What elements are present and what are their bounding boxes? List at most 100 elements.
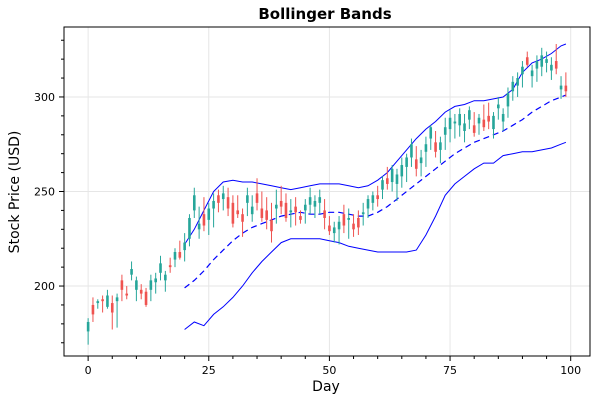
candle-body (270, 219, 273, 232)
y-tick-label: 250 (34, 186, 55, 199)
candlesticks (86, 44, 568, 345)
candle-body (366, 199, 370, 209)
candle-up (308, 187, 312, 215)
candle-down (265, 197, 268, 230)
candle-up (197, 206, 201, 239)
x-axis-label: Day (312, 379, 340, 395)
candle-up (164, 270, 167, 292)
candle-down (357, 210, 360, 235)
candle-up (250, 195, 254, 222)
candle-body (492, 115, 495, 130)
candle-up (106, 289, 109, 309)
candle-body (231, 202, 235, 224)
candle-down (376, 185, 379, 207)
candle-down (284, 193, 288, 222)
x-tick-label: 75 (443, 364, 457, 377)
candle-up (275, 189, 278, 224)
candle-body (168, 265, 172, 268)
candle-body (110, 303, 114, 313)
candle-body (463, 123, 466, 131)
candle-body (550, 64, 553, 71)
candle-up (159, 255, 162, 281)
candle-body (443, 127, 447, 135)
candle-body (202, 214, 206, 226)
candle-body (192, 195, 196, 211)
candle-down (564, 72, 568, 97)
candle-body (164, 274, 167, 281)
candle-up (497, 96, 500, 120)
candle-down (299, 210, 302, 224)
candle-up (207, 202, 211, 235)
candle-up (173, 248, 177, 268)
candle-body (516, 78, 519, 86)
candle-body (521, 66, 524, 75)
candle-body (332, 227, 336, 234)
candle-down (352, 214, 355, 237)
candle-down (482, 104, 486, 131)
candle-down (260, 191, 264, 222)
candle-up (212, 193, 215, 228)
candle-body (106, 295, 109, 307)
candle-up (221, 185, 225, 211)
y-tick-label: 300 (34, 91, 55, 104)
candle-body (554, 61, 558, 69)
candle-body (130, 269, 133, 275)
candle-body (284, 202, 288, 218)
candle-down (386, 166, 389, 190)
candle-up (492, 112, 495, 139)
candle-body (188, 217, 191, 239)
candle-down (279, 185, 283, 215)
candle-body (410, 144, 413, 158)
candle-down (120, 274, 124, 302)
candle-down (472, 112, 476, 137)
candle-body (458, 113, 462, 126)
candle-body (207, 208, 211, 220)
candle-body (357, 217, 360, 228)
candle-body (501, 113, 505, 122)
candle-down (487, 102, 490, 130)
candle-body (337, 221, 341, 230)
candle-body (279, 200, 283, 207)
candle-up (188, 214, 191, 247)
candle-down (178, 240, 182, 260)
candle-body (236, 210, 240, 215)
candle-body (429, 127, 433, 139)
candle-body (260, 208, 264, 218)
candle-down (255, 178, 259, 211)
candle-body (101, 299, 104, 302)
candle-body (414, 159, 418, 169)
candle-up (154, 272, 157, 294)
candle-body (303, 204, 307, 211)
candle-up (149, 274, 153, 302)
candle-body (395, 174, 399, 184)
candle-body (289, 210, 293, 213)
candle-body (371, 195, 375, 203)
candle-body (299, 216, 302, 220)
candle-up (448, 110, 452, 143)
candle-body (308, 197, 312, 205)
candle-body (212, 200, 215, 209)
candle-up (535, 55, 539, 82)
candle-up (371, 191, 375, 211)
candle-body (439, 142, 442, 150)
candle-body (154, 278, 157, 283)
candle-body (125, 293, 129, 296)
candle-body (328, 225, 331, 232)
candle-body (226, 197, 230, 209)
chart-title: Bollinger Bands (258, 5, 391, 23)
candle-down (231, 195, 235, 228)
candle-down (101, 295, 104, 313)
candle-body (559, 85, 563, 90)
candle-down (434, 130, 437, 158)
candle-up (361, 202, 365, 226)
candle-up (86, 318, 90, 345)
candle-body (241, 214, 244, 222)
candle-up (96, 299, 100, 309)
candle-down (202, 197, 206, 232)
candle-body (468, 110, 471, 120)
candle-body (530, 70, 534, 77)
candle-body (386, 178, 389, 184)
candle-up (192, 187, 196, 218)
candle-body (352, 223, 355, 230)
candle-body (173, 252, 177, 260)
